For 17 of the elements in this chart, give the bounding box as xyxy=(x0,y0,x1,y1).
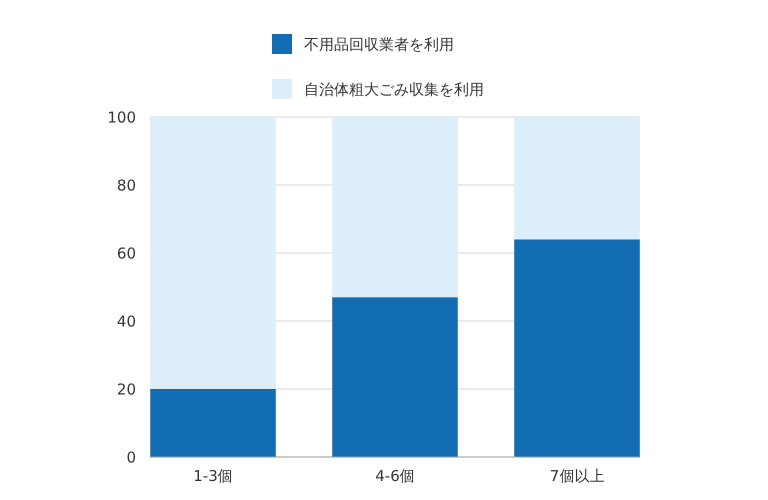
x-tick-label: 1-3個 xyxy=(193,467,233,485)
bar xyxy=(514,239,640,457)
y-tick-label: 40 xyxy=(116,312,136,330)
y-tick-label: 80 xyxy=(116,176,136,194)
x-tick-label: 7個以上 xyxy=(550,467,604,485)
x-tick-label: 4-6個 xyxy=(375,467,415,485)
bar xyxy=(514,117,640,240)
y-tick-label: 20 xyxy=(116,380,136,398)
legend-label: 不用品回収業者を利用 xyxy=(304,35,454,54)
bar xyxy=(150,389,276,457)
bar xyxy=(332,297,458,457)
y-tick-label: 100 xyxy=(107,108,136,126)
y-tick-label: 60 xyxy=(116,244,136,262)
y-tick-label: 0 xyxy=(126,448,136,466)
legend-label: 自治体粗大ごみ収集を利用 xyxy=(304,80,484,98)
bar xyxy=(332,117,458,298)
bar xyxy=(150,117,276,389)
